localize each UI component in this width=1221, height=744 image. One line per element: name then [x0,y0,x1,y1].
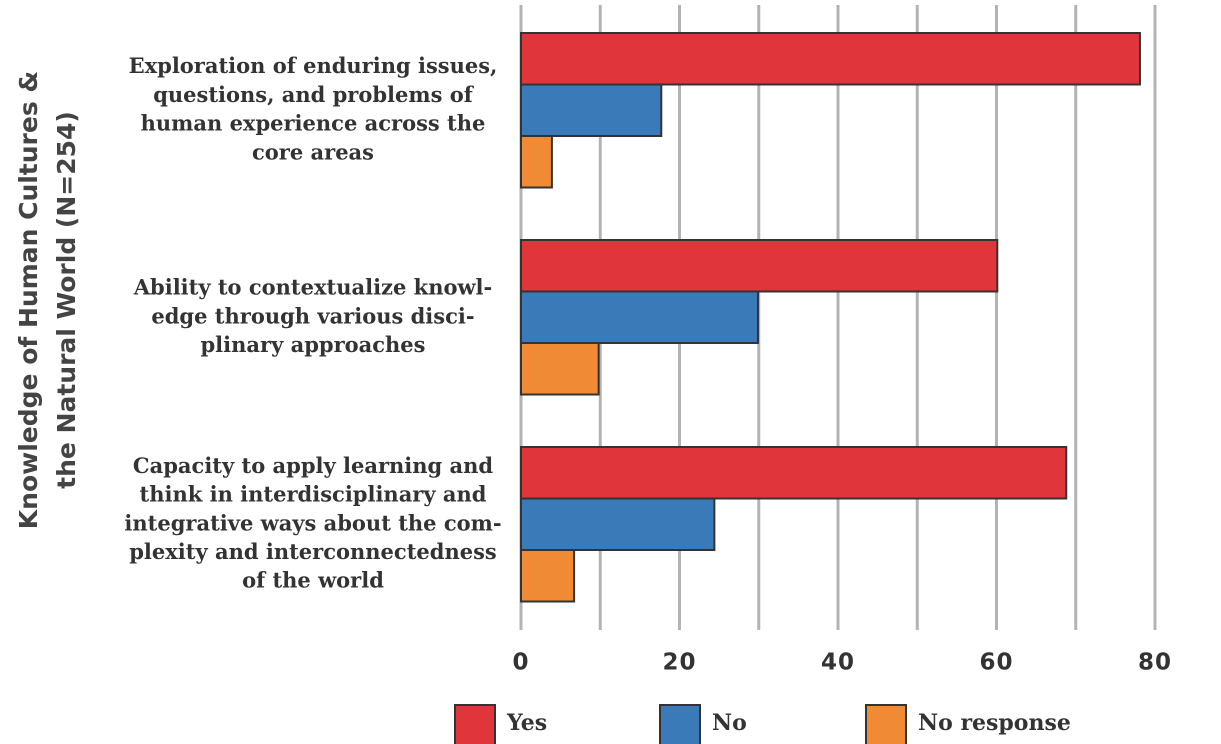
bar [520,83,663,137]
y-axis-label: Knowledge of Human Cultures & the Natural… [14,71,81,529]
x-tick-label: 40 [821,650,855,676]
category-label-line: of the world [242,567,384,592]
category-label-line: think in interdisciplinary and [140,481,487,506]
category-label-line: integrative ways about the com- [124,510,501,535]
category-label-line: human experience across the [141,110,486,135]
category-label-line: Exploration of enduring issues, [129,53,498,78]
legend-label: No [712,710,747,736]
bar [520,342,600,396]
legend-label: Yes [506,710,547,736]
bar [520,135,553,189]
bar [520,446,1068,500]
y-axis-label-line: Knowledge of Human Cultures & [14,71,43,529]
legend-swatch [454,704,496,744]
y-axis-label-line: the Natural World (N=254) [52,111,81,489]
bar [520,32,1141,86]
category-label: Capacity to apply learning and think in i… [124,452,501,592]
bar [520,290,759,344]
category-label-line: core areas [252,139,374,164]
x-tick-label: 80 [1138,650,1172,676]
bar [520,239,999,293]
legend-label: No response [918,710,1071,736]
x-tick-label: 0 [512,650,529,676]
x-tick-label: 60 [979,650,1013,676]
category-label-line: Ability to contextualize knowl- [133,274,493,299]
legend-swatch [865,704,907,744]
category-label-line: plinary approaches [201,331,426,356]
legend-swatch [659,704,701,744]
category-label: Ability to contextualize knowl-edge thro… [133,274,493,356]
category-label-line: questions, and problems of [153,81,475,106]
x-tick-label: 20 [662,650,696,676]
category-label-line: plexity and interconnectedness [129,538,496,563]
bar [520,549,576,603]
category-label-line: edge through various disci- [151,303,474,328]
bar [520,497,716,551]
category-label: Exploration of enduring issues, questions… [129,53,498,164]
category-label-line: Capacity to apply learning and [133,452,493,477]
